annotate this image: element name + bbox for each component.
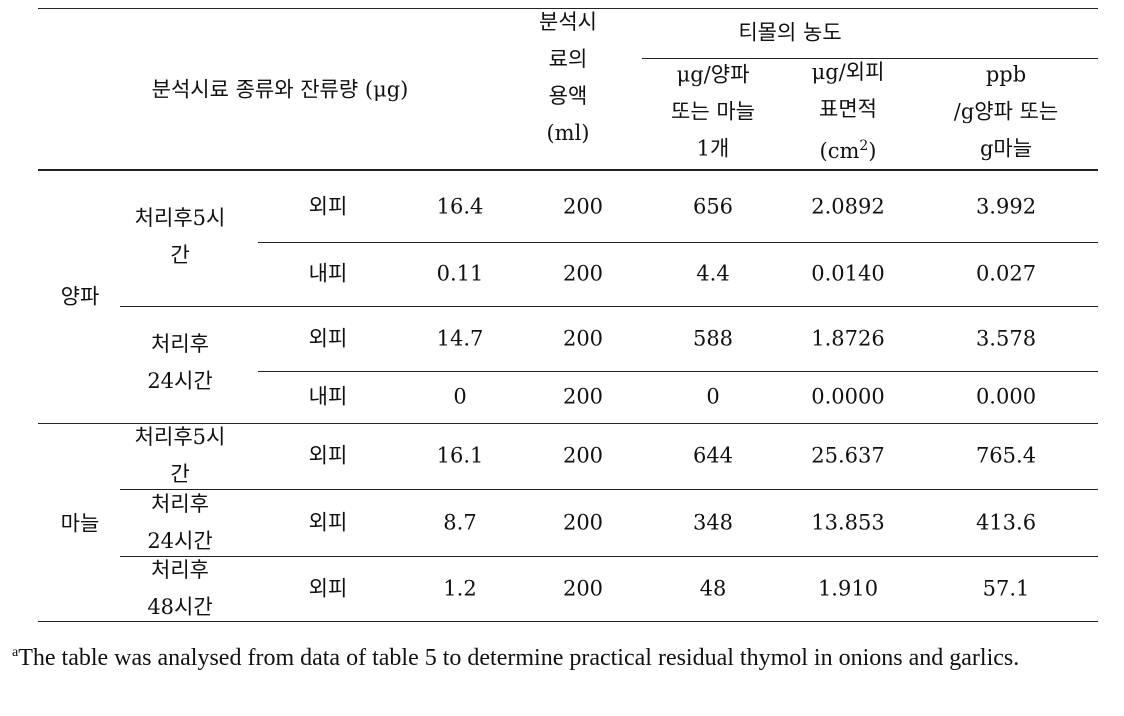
header-solution-line: (ml) (546, 121, 590, 145)
header-solution-line: 분석시 (539, 10, 597, 34)
group-label: 양파 (60, 284, 100, 309)
footnote-text: The table was analysed from data of tabl… (18, 645, 1020, 671)
header-sample-type: 분석시료 종류와 잔류량 (μg) (151, 77, 409, 102)
rule (258, 371, 1098, 372)
part: 내피 (308, 261, 348, 286)
value: 48 (699, 576, 727, 600)
part: 외피 (308, 443, 348, 468)
time-label-line: 처리후5시 (134, 425, 226, 449)
value: 8.7 (443, 510, 477, 534)
rule (642, 58, 1098, 59)
value: 57.1 (982, 576, 1030, 600)
value: 413.6 (975, 510, 1037, 534)
time-label-line: 48시간 (147, 594, 213, 619)
per-area-unit: (cm (819, 139, 860, 163)
per-area-unit-line: (cm2) (812, 128, 885, 170)
value: 200 (562, 194, 604, 218)
value: 0.000 (975, 384, 1037, 409)
time-label: 처리후 24시간 (147, 486, 212, 560)
time-label-line: 간 (170, 462, 190, 486)
value: 16.1 (436, 443, 484, 468)
value: 348 (692, 510, 734, 534)
header-ppb: ppb/g양파 또는 g마늘 (954, 57, 1058, 168)
value: 644 (692, 443, 734, 468)
part: 외피 (308, 576, 348, 600)
rule (120, 306, 1098, 307)
time-label-line: 처리후5시 (134, 205, 226, 230)
header-per-bulb-line: 또는 마늘 (671, 99, 755, 124)
part: 외피 (308, 326, 348, 350)
rule (38, 423, 1098, 424)
header-ppb-line: g마늘 (979, 136, 1033, 161)
value: 200 (562, 261, 604, 286)
time-label: 처리후 48시간 (147, 552, 212, 626)
header-solution-line: 용액 (548, 84, 588, 108)
rule (38, 169, 1098, 171)
rule (120, 556, 1098, 557)
header-per-bulb-line: 1개 (696, 136, 730, 161)
part: 외피 (308, 510, 348, 534)
value: 0.0000 (811, 384, 885, 409)
rule (38, 621, 1098, 622)
value: 656 (692, 194, 734, 218)
part: 외피 (308, 194, 348, 218)
value: 0.0140 (811, 261, 885, 286)
per-area-sup: 2 (859, 138, 869, 154)
time-label-line: 24시간 (147, 368, 213, 393)
value: 25.637 (811, 443, 885, 468)
value: 200 (562, 443, 604, 468)
time-label-line: 간 (170, 242, 190, 267)
value: 200 (562, 326, 604, 350)
group-label: 마늘 (60, 511, 100, 536)
header-ppb-line: ppb (985, 62, 1027, 87)
time-label: 처리후 24시간 (147, 326, 212, 400)
value: 765.4 (975, 443, 1037, 468)
value: 200 (562, 576, 604, 600)
rule (38, 8, 1098, 9)
header-ppb-line: /g양파 또는 (953, 99, 1059, 124)
value: 2.0892 (811, 194, 885, 218)
header-concentration: 티몰의 농도 (738, 20, 842, 45)
footnote-marker: a (12, 645, 19, 660)
header-per-area-line: μg/외피 (811, 60, 885, 84)
value: 588 (692, 326, 734, 350)
rule (120, 489, 1098, 490)
time-label-line: 처리후 (151, 331, 209, 356)
time-label-line: 처리후 (151, 557, 209, 582)
value: 200 (562, 384, 604, 409)
value: 1.910 (817, 576, 879, 600)
rule (258, 242, 1098, 243)
time-label-line: 처리후 (151, 491, 209, 516)
value: 4.4 (696, 261, 730, 286)
value: 1.2 (443, 576, 477, 600)
value: 3.578 (975, 326, 1037, 350)
value: 0.11 (436, 261, 484, 286)
footnote: aThe table was analysed from data of tab… (12, 634, 1100, 677)
part: 내피 (308, 384, 348, 409)
value: 0.027 (975, 261, 1037, 286)
header-per-bulb-line: μg/양파 (676, 62, 750, 87)
header-per-area-line: 표면적 (819, 97, 877, 121)
per-area-close: ) (868, 139, 877, 163)
value: 0 (453, 384, 467, 409)
time-label-line: 24시간 (147, 528, 213, 553)
value: 0 (706, 384, 720, 409)
value: 1.8726 (811, 326, 885, 350)
value: 3.992 (975, 194, 1037, 218)
header-solution-line: 료의 (548, 47, 588, 71)
value: 13.853 (811, 510, 885, 534)
value: 200 (562, 510, 604, 534)
value: 16.4 (436, 194, 484, 218)
value: 14.7 (436, 326, 484, 350)
